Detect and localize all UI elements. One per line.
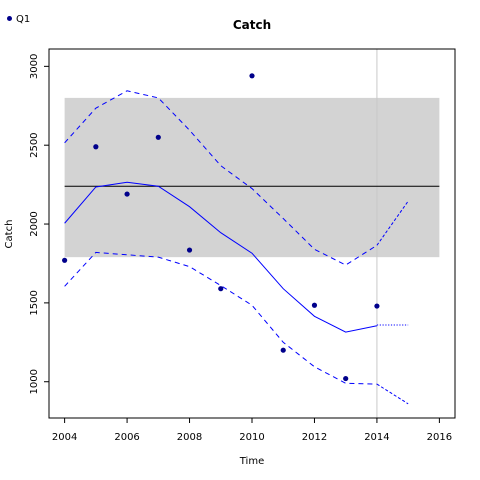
legend: Q1 bbox=[7, 14, 30, 25]
data-point bbox=[280, 347, 286, 353]
data-point bbox=[155, 134, 161, 140]
lower-ci-line bbox=[64, 251, 377, 385]
data-point bbox=[311, 302, 318, 308]
legend-marker-q1 bbox=[7, 16, 12, 21]
x-tick-label: 2010 bbox=[239, 432, 264, 443]
y-tick-label: 2000 bbox=[29, 211, 40, 236]
data-point bbox=[374, 303, 380, 309]
x-tick-label: 2016 bbox=[427, 432, 452, 443]
chart-title: Catch bbox=[233, 18, 271, 32]
y-tick-label: 3000 bbox=[29, 54, 40, 79]
data-point bbox=[62, 257, 68, 263]
x-axis-title: Time bbox=[239, 456, 264, 467]
legend-label-q1: Q1 bbox=[16, 14, 30, 25]
y-tick-label: 1000 bbox=[29, 369, 40, 394]
x-axis: 2004 2006 2008 2010 2012 2014 2016 bbox=[52, 417, 452, 443]
x-tick-label: 2014 bbox=[364, 432, 389, 443]
x-tick-label: 2006 bbox=[114, 432, 139, 443]
x-tick-label: 2004 bbox=[52, 432, 77, 443]
data-point bbox=[93, 144, 99, 150]
data-point bbox=[249, 73, 255, 79]
fit-line bbox=[64, 181, 378, 333]
data-point bbox=[124, 191, 130, 197]
x-tick-label: 2012 bbox=[302, 432, 327, 443]
y-axis: 1000 1500 2000 2500 3000 bbox=[29, 54, 50, 394]
plot-area bbox=[48, 48, 456, 419]
forecast-lower-line bbox=[376, 383, 409, 405]
y-tick-label: 2500 bbox=[29, 132, 40, 157]
x-tick-label: 2008 bbox=[177, 432, 202, 443]
data-point bbox=[343, 375, 349, 382]
upper-ci-line bbox=[64, 90, 378, 266]
y-tick-label: 1500 bbox=[29, 290, 40, 315]
y-axis-title: Catch bbox=[4, 220, 15, 249]
reference-band bbox=[64, 97, 440, 258]
data-point bbox=[186, 247, 193, 253]
forecast-upper-line bbox=[376, 200, 409, 246]
data-point bbox=[218, 286, 224, 292]
